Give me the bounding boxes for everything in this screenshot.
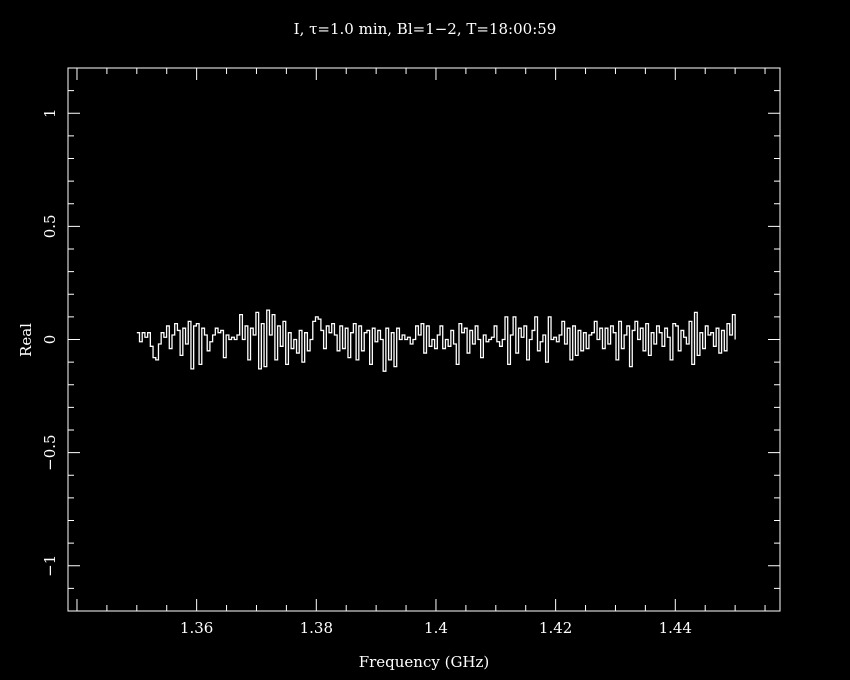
y-tick-label: 1: [41, 108, 59, 118]
x-tick-label: 1.36: [180, 619, 213, 637]
x-axis-tick-labels: 1.36 1.38 1.4 1.42 1.44: [180, 619, 692, 637]
y-tick-label: 0: [41, 335, 59, 345]
x-axis-ticks: [76, 68, 766, 611]
chart-title: I, τ=1.0 min, Bl=1−2, T=18:00:59: [294, 20, 557, 38]
y-tick-label: −1: [41, 555, 59, 577]
x-tick-label: 1.38: [300, 619, 333, 637]
y-tick-label: 0.5: [41, 214, 59, 238]
x-axis-label: Frequency (GHz): [359, 653, 490, 671]
y-tick-label: −0.5: [41, 434, 59, 470]
x-tick-label: 1.4: [424, 619, 448, 637]
y-axis-ticks: [68, 67, 780, 589]
y-axis-tick-labels: 1 0.5 0 −0.5 −1: [41, 108, 59, 576]
x-tick-label: 1.42: [539, 619, 572, 637]
y-axis-label: Real: [17, 323, 35, 357]
x-tick-label: 1.44: [659, 619, 692, 637]
spectrum-trace: [136, 309, 736, 372]
